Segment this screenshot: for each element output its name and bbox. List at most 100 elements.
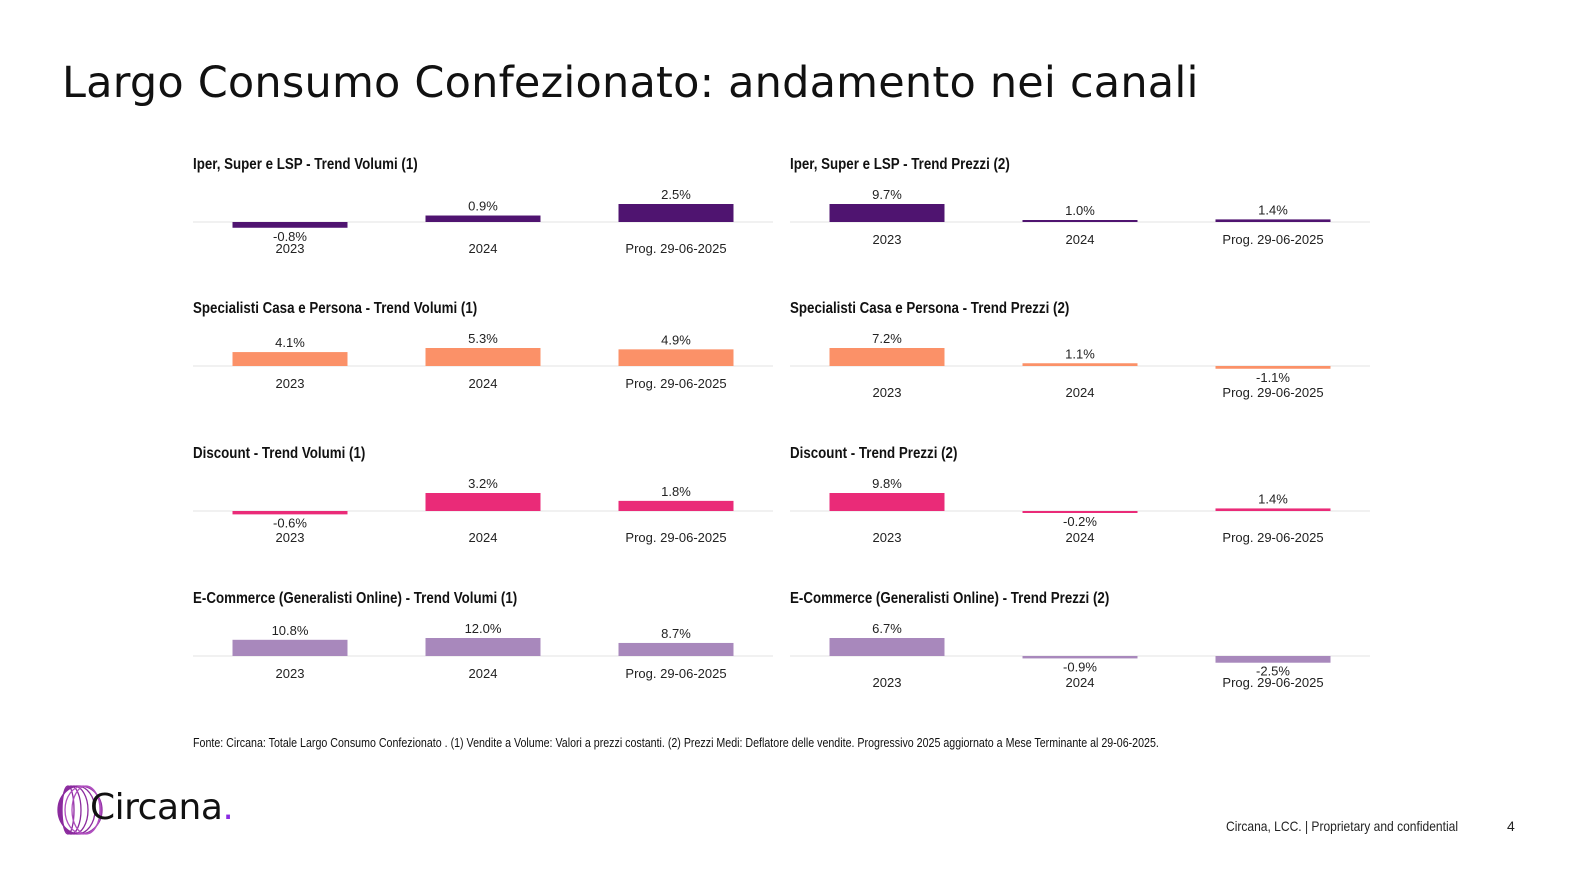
bar-prog-29-06-2025	[618, 500, 734, 511]
category-tick-label: 2023	[873, 530, 902, 545]
data-label: -0.2%	[1063, 514, 1097, 529]
bar-2024	[425, 348, 541, 366]
bar-2023	[829, 204, 945, 222]
chart-title: Specialisti Casa e Persona - Trend Volum…	[193, 300, 478, 317]
bar-2023	[829, 493, 945, 511]
bar-prog-29-06-2025	[1215, 656, 1331, 663]
category-tick-label: 2023	[276, 376, 305, 391]
bar-2024	[1022, 363, 1138, 366]
category-tick-label: 2024	[1066, 385, 1095, 400]
data-label: -0.6%	[273, 515, 307, 530]
data-label: 3.2%	[468, 476, 498, 491]
data-label: 8.7%	[661, 626, 691, 641]
chart-title: E-Commerce (Generalisti Online) - Trend …	[193, 590, 518, 607]
data-label: 6.7%	[872, 621, 902, 636]
category-tick-label: 2023	[873, 675, 902, 690]
bar-prog-29-06-2025	[1215, 508, 1331, 511]
chart-specialisti-volumi: 4.1% 2023 5.3% 2024 4.9% Prog. 29-06-2025	[193, 331, 773, 391]
circana-logo: Circana.	[56, 783, 256, 838]
data-label: 1.0%	[1065, 203, 1095, 218]
bar-2024	[1022, 511, 1138, 513]
page-title: Largo Consumo Confezionato: andamento ne…	[62, 58, 1199, 108]
data-label: -2.5%	[1256, 664, 1290, 679]
category-tick-label: 2024	[1066, 675, 1095, 690]
chart-panel-iper-prezzi: Iper, Super e LSP - Trend Prezzi (2) 9.7…	[790, 156, 1370, 286]
data-label: 9.8%	[872, 476, 902, 491]
data-label: 12.0%	[465, 621, 502, 636]
page-number: 4	[1507, 818, 1515, 834]
category-tick-label: Prog. 29-06-2025	[625, 530, 726, 545]
circana-logo-text: Circana.	[90, 787, 234, 828]
chart-specialisti-prezzi: 7.2% 2023 1.1% 2024 -1.1%Prog. 29-06-2025	[790, 331, 1370, 400]
chart-panel-ecommerce-volumi: E-Commerce (Generalisti Online) - Trend …	[193, 590, 773, 720]
chart-title: Iper, Super e LSP - Trend Prezzi (2)	[790, 156, 1010, 173]
bar-2023	[232, 511, 348, 515]
data-label: 10.8%	[272, 623, 309, 638]
data-label: -0.8%	[273, 229, 307, 244]
bar-2024	[425, 215, 541, 222]
chart-title: E-Commerce (Generalisti Online) - Trend …	[790, 590, 1110, 607]
category-tick-label: Prog. 29-06-2025	[625, 666, 726, 681]
data-label: 1.4%	[1258, 202, 1288, 217]
chart-title: Specialisti Casa e Persona - Trend Prezz…	[790, 300, 1070, 317]
category-tick-label: 2024	[469, 666, 498, 681]
bar-2024	[425, 638, 541, 656]
category-tick-label: 2023	[873, 385, 902, 400]
category-tick-label: 2023	[276, 530, 305, 545]
chart-iper-prezzi: 9.7% 2023 1.0% 2024 1.4% Prog. 29-06-2025	[790, 187, 1370, 247]
category-tick-label: Prog. 29-06-2025	[625, 241, 726, 256]
category-tick-label: Prog. 29-06-2025	[1222, 675, 1323, 690]
chart-discount-prezzi: 9.8% 2023 -0.2%2024 1.4% Prog. 29-06-2025	[790, 476, 1370, 545]
footer-confidential: Circana, LCC. | Proprietary and confiden…	[1226, 818, 1459, 834]
bar-prog-29-06-2025	[618, 204, 734, 222]
category-tick-label: 2023	[276, 241, 305, 256]
chart-discount-volumi: -0.6%2023 3.2% 2024 1.8% Prog. 29-06-2025	[193, 476, 773, 545]
category-tick-label: 2024	[469, 376, 498, 391]
chart-ecommerce-prezzi: 6.7% 2023 -0.9%2024 -2.5%Prog. 29-06-2025	[790, 621, 1370, 690]
category-tick-label: 2023	[276, 666, 305, 681]
chart-panel-discount-volumi: Discount - Trend Volumi (1) -0.6% 2023 3.2…	[193, 445, 773, 575]
bar-2023	[232, 639, 348, 656]
chart-title: Iper, Super e LSP - Trend Volumi (1)	[193, 156, 418, 173]
data-label: -1.1%	[1256, 370, 1290, 385]
category-tick-label: Prog. 29-06-2025	[1222, 530, 1323, 545]
chart-panel-ecommerce-prezzi: E-Commerce (Generalisti Online) - Trend …	[790, 590, 1370, 720]
data-label: 1.4%	[1258, 491, 1288, 506]
data-label: 5.3%	[468, 331, 498, 346]
bar-2024	[1022, 220, 1138, 222]
category-tick-label: Prog. 29-06-2025	[1222, 232, 1323, 247]
data-label: 1.8%	[661, 484, 691, 499]
bar-2024	[1022, 656, 1138, 659]
category-tick-label: 2023	[873, 232, 902, 247]
category-tick-label: Prog. 29-06-2025	[625, 376, 726, 391]
bar-2023	[829, 348, 945, 366]
data-label: 4.9%	[661, 332, 691, 347]
bar-2023	[232, 352, 348, 366]
category-tick-label: Prog. 29-06-2025	[1222, 385, 1323, 400]
category-tick-label: 2024	[469, 530, 498, 545]
category-tick-label: 2024	[1066, 232, 1095, 247]
bar-prog-29-06-2025	[1215, 366, 1331, 369]
data-label: 0.9%	[468, 199, 498, 214]
category-tick-label: 2024	[1066, 530, 1095, 545]
bar-prog-29-06-2025	[618, 349, 734, 366]
data-label: 7.2%	[872, 331, 902, 346]
chart-panel-discount-prezzi: Discount - Trend Prezzi (2) 9.8% 2023 -0.2…	[790, 445, 1370, 575]
chart-iper-volumi: -0.8%2023 0.9% 2024 2.5% Prog. 29-06-2025	[193, 187, 773, 256]
data-label: 1.1%	[1065, 346, 1095, 361]
chart-ecommerce-volumi: 10.8% 2023 12.0% 2024 8.7% Prog. 29-06-2025	[193, 621, 773, 681]
chart-title: Discount - Trend Prezzi (2)	[790, 445, 958, 462]
bar-2023	[829, 638, 945, 656]
bar-2023	[232, 222, 348, 228]
chart-panel-specialisti-volumi: Specialisti Casa e Persona - Trend Volum…	[193, 300, 773, 430]
bar-2024	[425, 493, 541, 511]
data-label: 9.7%	[872, 187, 902, 202]
data-label: 2.5%	[661, 187, 691, 202]
bar-prog-29-06-2025	[1215, 219, 1331, 222]
data-label: 4.1%	[275, 335, 305, 350]
data-label: -0.9%	[1063, 659, 1097, 674]
chart-panel-specialisti-prezzi: Specialisti Casa e Persona - Trend Prezz…	[790, 300, 1370, 430]
chart-title: Discount - Trend Volumi (1)	[193, 445, 366, 462]
circana-logo-icon	[57, 785, 103, 835]
source-footnote: Fonte: Circana: Totale Largo Consumo Con…	[193, 735, 1159, 750]
